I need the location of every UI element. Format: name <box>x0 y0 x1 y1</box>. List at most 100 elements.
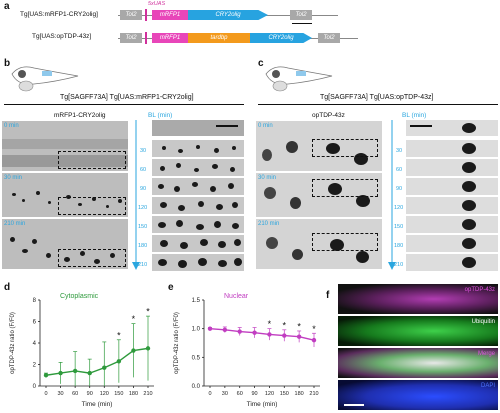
c-image-30min: 30 min <box>256 173 382 217</box>
b-image-0min: 0 min <box>2 121 128 171</box>
d-ytick-label-3: 6 <box>33 320 37 326</box>
panel-d-label: d <box>4 282 11 293</box>
construct2-tol2-right: Tol2 <box>318 33 340 43</box>
b-strip-120 <box>152 197 244 214</box>
d-point-7 <box>145 346 151 351</box>
d-point-2 <box>72 368 78 374</box>
c-strip-90 <box>406 178 498 195</box>
panel-b-title: Tg[SAGFF73A] Tg[UAS:mRFP1-CRY2olig] <box>60 94 194 101</box>
b-strip-180 <box>152 235 244 252</box>
c-roi-210 <box>312 233 378 251</box>
construct1-tol2-right: Tol2 <box>290 10 312 20</box>
e-point-7 <box>311 337 317 343</box>
b-bl-axis <box>132 120 140 270</box>
c-roi-30 <box>312 179 378 197</box>
d-xlabel: Time (min) <box>82 401 113 408</box>
c-time-210: 210 min <box>258 221 280 227</box>
e-ylabel: opTDP-43z ratio (F/F0) <box>174 312 180 374</box>
b-bl-tick-120: 120 <box>138 205 148 211</box>
c-strip-210 <box>406 254 498 271</box>
b-bl-tick-210: 210 <box>138 262 148 268</box>
construct2-uas-mark <box>145 32 153 44</box>
f-panel-merge: Merge <box>338 348 498 378</box>
e-xtick-label-6: 180 <box>295 391 304 397</box>
d-sig-7: * <box>146 307 150 317</box>
d-sig-5: * <box>117 330 121 340</box>
panel-b-label: b <box>4 58 11 69</box>
panel-c-title: Tg[SAGFF73A] Tg[UAS:opTDP-43z] <box>320 94 434 101</box>
e-title: Nuclear <box>224 293 249 300</box>
b-bl-tick-90: 90 <box>140 186 147 192</box>
panel-c-label: c <box>258 58 264 69</box>
b-image-30min: 30 min <box>2 173 128 217</box>
c-image-0min: 0 min <box>256 121 382 171</box>
f-scale-bar <box>344 404 364 406</box>
panel-c-bl-label: BL (min) <box>402 112 427 119</box>
d-series-line <box>45 347 149 376</box>
e-xtick-label-2: 60 <box>237 391 243 397</box>
construct1-uas-mark <box>145 9 153 21</box>
d-point-0 <box>43 373 49 378</box>
b-time-0: 0 min <box>4 123 19 129</box>
c-strip-60 <box>406 159 498 176</box>
b-roi-210 <box>58 249 126 267</box>
b-roi-0 <box>58 151 126 169</box>
d-xtick-label-7: 210 <box>143 391 152 397</box>
d-point-1 <box>58 370 63 376</box>
e-sig-4: * <box>268 319 272 329</box>
construct1-uas-label: 5xUAS <box>148 1 166 7</box>
c-strip-120 <box>406 197 498 214</box>
e-series-line <box>209 327 315 341</box>
b-strip-150 <box>152 216 244 233</box>
chart-e: 0.0 0.5 1.0 1.5 0 30 60 90 120 150 180 210 Time (min… <box>174 293 320 408</box>
b-strip-0 <box>152 120 244 136</box>
b-bl-tick-150: 150 <box>138 224 148 230</box>
b-bl-tick-60: 60 <box>140 167 147 173</box>
c-bl-tick-210: 210 <box>394 262 404 268</box>
d-point-4 <box>102 365 107 370</box>
construct1-mrfp1: mRFP1 <box>152 10 188 20</box>
construct2-mrfp1: mRFP1 <box>152 33 188 43</box>
d-ytick-label-4: 8 <box>33 298 37 304</box>
d-point-3 <box>87 370 92 376</box>
panel-e-label: e <box>168 282 174 293</box>
e-xlabel: Time (min) <box>247 401 278 408</box>
scale-bar-a <box>292 23 312 24</box>
c-strip-0 <box>406 120 498 136</box>
panel-b-rule <box>4 104 244 105</box>
e-point-6 <box>296 334 302 339</box>
e-point-0 <box>207 326 213 331</box>
d-point-6 <box>131 348 136 353</box>
e-ytick-label-0: 0.0 <box>192 384 201 390</box>
c-bl-tick-90: 90 <box>396 186 403 192</box>
d-point-5 <box>116 359 122 364</box>
construct2-name: Tg[UAS:opTDP-43z] <box>32 33 92 40</box>
e-point-4 <box>267 332 272 337</box>
c-roi-0 <box>312 139 378 157</box>
f-label-dapi: DAPI <box>480 383 495 389</box>
e-sig-5: * <box>283 320 287 330</box>
d-title: Cytoplasmic <box>60 293 99 300</box>
panel-c-rule <box>258 104 498 105</box>
f-panel-optdp: opTDP-43z <box>338 284 498 314</box>
construct2-tardbp: tardbp <box>188 33 250 43</box>
e-ytick-label-3: 1.5 <box>192 298 201 304</box>
c-bl-tick-180: 180 <box>394 243 404 249</box>
d-xtick-label-0: 0 <box>44 391 47 397</box>
e-xtick-label-1: 30 <box>222 391 228 397</box>
construct1-name: Tg[UAS:mRFP1-CRY2olig] <box>20 11 98 18</box>
d-ytick-label-1: 2 <box>33 363 37 369</box>
c-bl-tick-150: 150 <box>394 224 404 230</box>
b-bl-tick-180: 180 <box>138 243 148 249</box>
e-xtick-label-4: 120 <box>265 391 274 397</box>
d-xtick-label-3: 90 <box>87 391 93 397</box>
c-scale-bar <box>410 125 432 127</box>
larva-diagram-b <box>11 66 79 92</box>
d-xtick-label-1: 30 <box>58 391 64 397</box>
d-ytick-label-0: 0 <box>33 384 37 390</box>
d-sig-6: * <box>132 314 136 324</box>
b-strip-210 <box>152 254 244 271</box>
f-label-optdp: opTDP-43z <box>464 287 495 293</box>
d-xtick-label-5: 150 <box>114 391 123 397</box>
larva-diagram-c <box>265 66 333 92</box>
